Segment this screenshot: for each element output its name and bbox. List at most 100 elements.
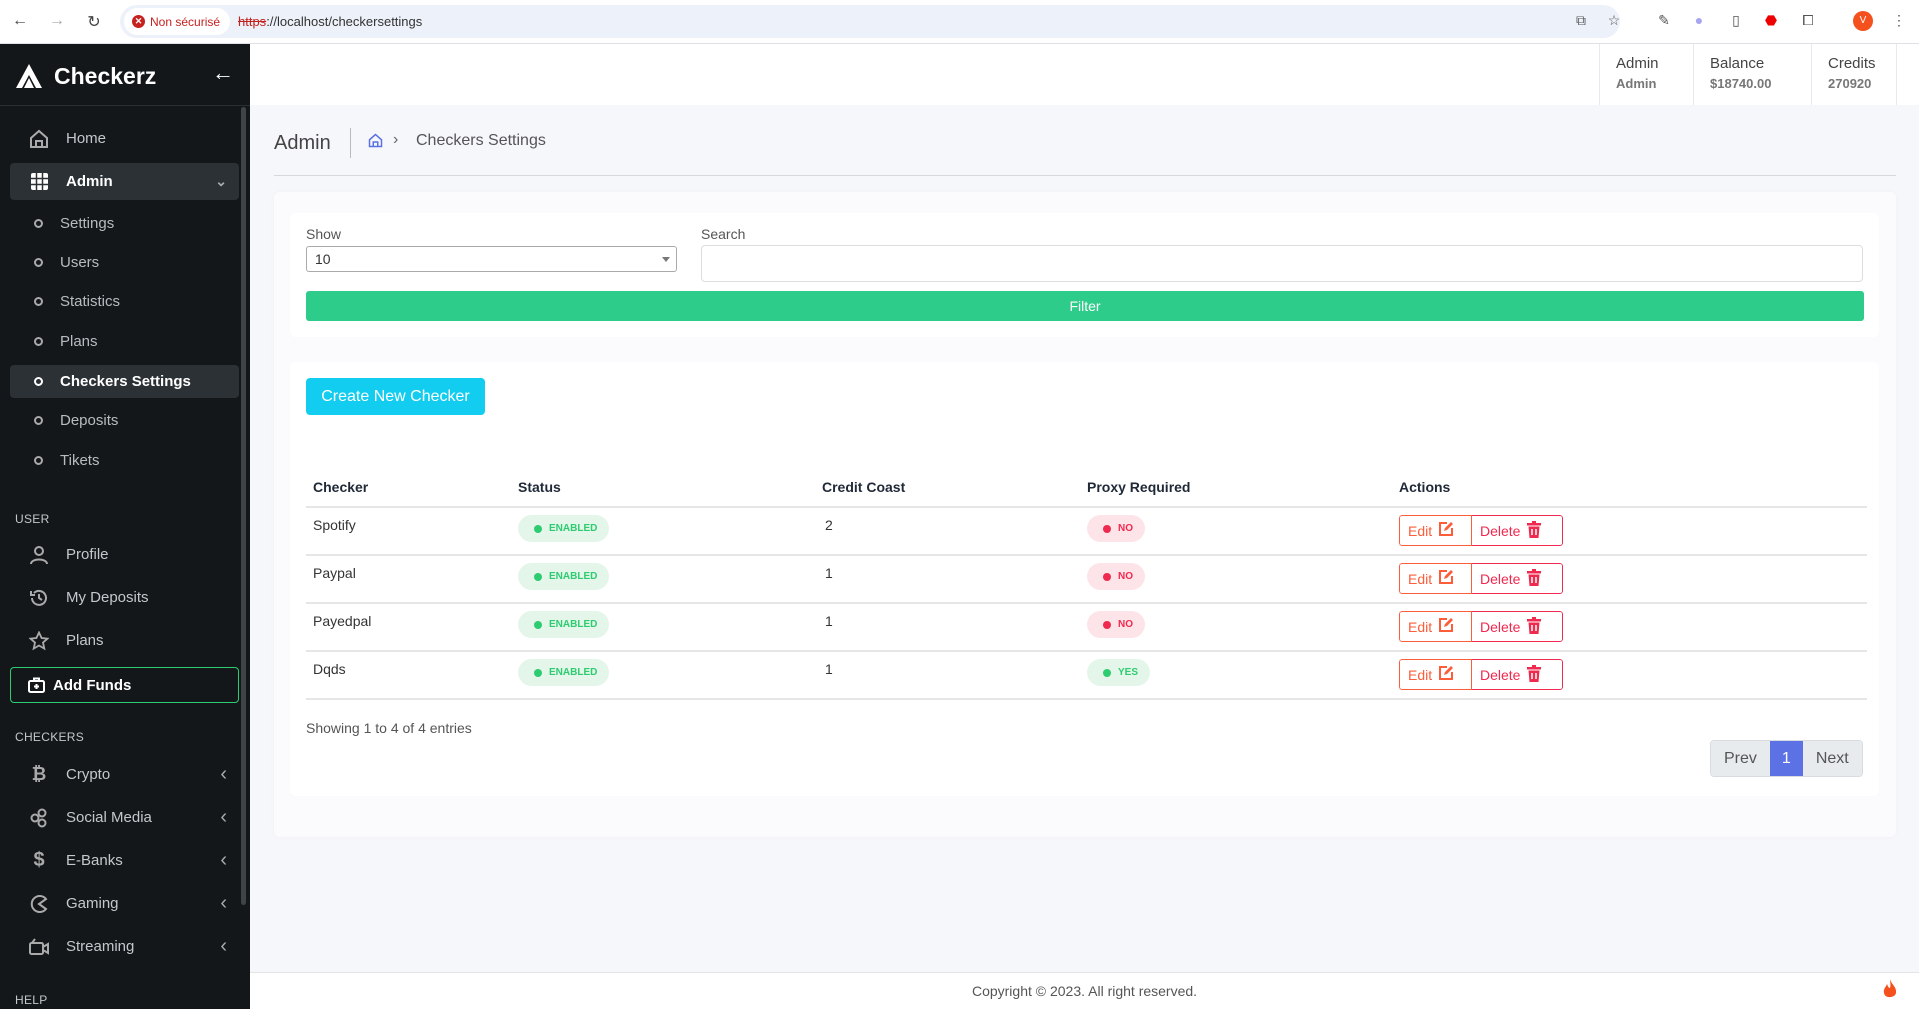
next-page-button[interactable]: Next <box>1802 741 1862 776</box>
file-extension-icon[interactable]: ▯ <box>1732 12 1740 28</box>
status-text: ENABLED <box>549 571 598 582</box>
sidebar-item-e-banks[interactable]: $ E-Banks ‹ <box>10 842 239 879</box>
sidebar-item-label: Checkers Settings <box>60 373 191 390</box>
actions-group: Edit Delete <box>1399 563 1563 594</box>
status-badge: ENABLED <box>518 611 610 638</box>
sidebar-item-streaming[interactable]: Streaming ‹ <box>10 928 239 965</box>
edit-label: Edit <box>1408 618 1433 635</box>
back-icon[interactable]: ← <box>12 12 28 29</box>
edit-button[interactable]: Edit <box>1399 611 1472 642</box>
sidebar-scrollbar[interactable] <box>241 107 246 905</box>
url-text[interactable]: https://localhost/checkersettings <box>238 14 422 29</box>
filter-button[interactable]: Filter <box>306 291 1864 321</box>
bookmark-star-icon[interactable]: ☆ <box>1607 12 1621 28</box>
sidebar-item-label: Settings <box>60 215 115 232</box>
brand-logo[interactable]: Checkerz <box>14 62 156 90</box>
add-funds-label: Add Funds <box>53 676 132 694</box>
edit-button[interactable]: Edit <box>1399 515 1472 546</box>
flame-icon[interactable] <box>1882 978 1898 1005</box>
address-bar[interactable] <box>120 5 1620 38</box>
delete-label: Delete <box>1480 570 1521 587</box>
collapse-sidebar-arrow-icon[interactable]: ← <box>212 60 234 85</box>
sidebar-item-gaming[interactable]: Gaming ‹ <box>10 885 239 922</box>
sidebar-subitem-deposits[interactable]: Deposits <box>10 404 239 437</box>
sidebar-item-label: Streaming <box>66 938 135 955</box>
sidebar-item-admin[interactable]: Admin ⌄ <box>10 163 239 200</box>
sidebar-subitem-checkers-settings[interactable]: Checkers Settings <box>10 365 239 398</box>
security-label: Non sécurisé <box>150 14 221 29</box>
edit-label: Edit <box>1408 666 1433 683</box>
sidebar-item-label: Gaming <box>66 895 119 912</box>
video-icon <box>28 936 50 958</box>
sidebar-subitem-settings[interactable]: Settings <box>10 207 239 240</box>
sidebar-item-label: Plans <box>60 333 98 350</box>
circle-icon <box>34 416 43 425</box>
grid-icon <box>28 171 50 193</box>
sidebar-item-profile[interactable]: Profile <box>10 536 239 573</box>
forward-icon[interactable]: → <box>49 12 65 29</box>
home-icon <box>28 128 50 150</box>
circle-icon <box>34 258 43 267</box>
sidebar: Checkerz ← Home Admin ⌄ USER Add Funds C… <box>0 44 250 1009</box>
create-new-checker-button[interactable]: Create New Checker <box>306 378 485 415</box>
credit-cost: 2 <box>825 517 833 533</box>
sidebar-item-plans[interactable]: Plans <box>10 622 239 659</box>
page-title: Admin <box>274 132 331 154</box>
credit-cost: 1 <box>825 565 833 581</box>
pagination: Prev 1 Next <box>1710 740 1863 777</box>
sidebar-item-home[interactable]: Home <box>10 120 239 157</box>
edit-button[interactable]: Edit <box>1399 659 1472 690</box>
breadcrumb-home-icon[interactable] <box>368 133 383 153</box>
sidebar-item-label: E-Banks <box>66 852 123 869</box>
sidebar-subitem-users[interactable]: Users <box>10 246 239 279</box>
eyedropper-extension-icon[interactable]: ✎ <box>1658 12 1670 28</box>
status-badge: ENABLED <box>518 659 610 686</box>
checker-name: Dqds <box>313 661 346 677</box>
show-entries-select[interactable]: 10 <box>306 246 677 272</box>
circle-icon <box>34 297 43 306</box>
menu-kebab-icon[interactable]: ⋮ <box>1892 12 1906 28</box>
show-label: Show <box>306 226 342 242</box>
delete-button[interactable]: Delete <box>1472 611 1563 642</box>
sidebar-item-label: Plans <box>66 632 104 649</box>
search-input[interactable] <box>701 245 1863 282</box>
column-header-checker: Checker <box>313 479 369 495</box>
page-1-button[interactable]: 1 <box>1769 741 1803 776</box>
security-badge[interactable]: ✕ Non sécurisé <box>124 8 231 35</box>
adblock-extension-icon[interactable]: ⬣ <box>1764 12 1778 28</box>
sidebar-item-social-media[interactable]: Social Media ‹ <box>10 799 239 836</box>
divider <box>0 105 250 106</box>
extensions-puzzle-icon[interactable]: ⧠ <box>1802 12 1814 28</box>
sidebar-item-crypto[interactable]: ₿ Crypto ‹ <box>10 756 239 793</box>
search-label: Search <box>701 226 746 242</box>
checker-name: Payedpal <box>313 613 372 629</box>
show-value: 10 <box>315 251 331 267</box>
sidebar-subitem-tikets[interactable]: Tikets <box>10 444 239 477</box>
user-info[interactable]: Admin Admin <box>1599 44 1678 105</box>
ghost-extension-icon[interactable]: ● <box>1694 12 1704 28</box>
sidebar-subitem-plans[interactable]: Plans <box>10 325 239 358</box>
profile-avatar[interactable]: V <box>1853 11 1873 31</box>
row-divider <box>306 698 1867 700</box>
add-funds-button[interactable]: Add Funds <box>10 667 239 703</box>
sidebar-subitem-statistics[interactable]: Statistics <box>10 285 239 318</box>
sidebar-item-my-deposits[interactable]: My Deposits <box>10 579 239 616</box>
status-text: ENABLED <box>549 523 598 534</box>
translate-icon[interactable]: ⧉ <box>1576 12 1586 28</box>
edit-label: Edit <box>1408 522 1433 539</box>
chevron-left-icon: ‹ <box>220 849 227 871</box>
footer: Copyright © 2023. All right reserved. <box>250 972 1919 1009</box>
prev-page-button[interactable]: Prev <box>1711 741 1770 776</box>
delete-button[interactable]: Delete <box>1472 563 1563 594</box>
delete-button[interactable]: Delete <box>1472 659 1563 690</box>
credits-value: 270920 <box>1828 76 1872 91</box>
delete-button[interactable]: Delete <box>1472 515 1563 546</box>
credits-info: Credits 270920 <box>1811 44 1897 105</box>
credits-label: Credits <box>1828 55 1876 72</box>
reload-icon[interactable]: ↻ <box>87 14 101 31</box>
proxy-dot-icon <box>1103 524 1111 533</box>
trash-icon <box>1526 520 1542 541</box>
sidebar-item-label: My Deposits <box>66 589 149 606</box>
trash-icon <box>1526 568 1542 589</box>
edit-button[interactable]: Edit <box>1399 563 1472 594</box>
